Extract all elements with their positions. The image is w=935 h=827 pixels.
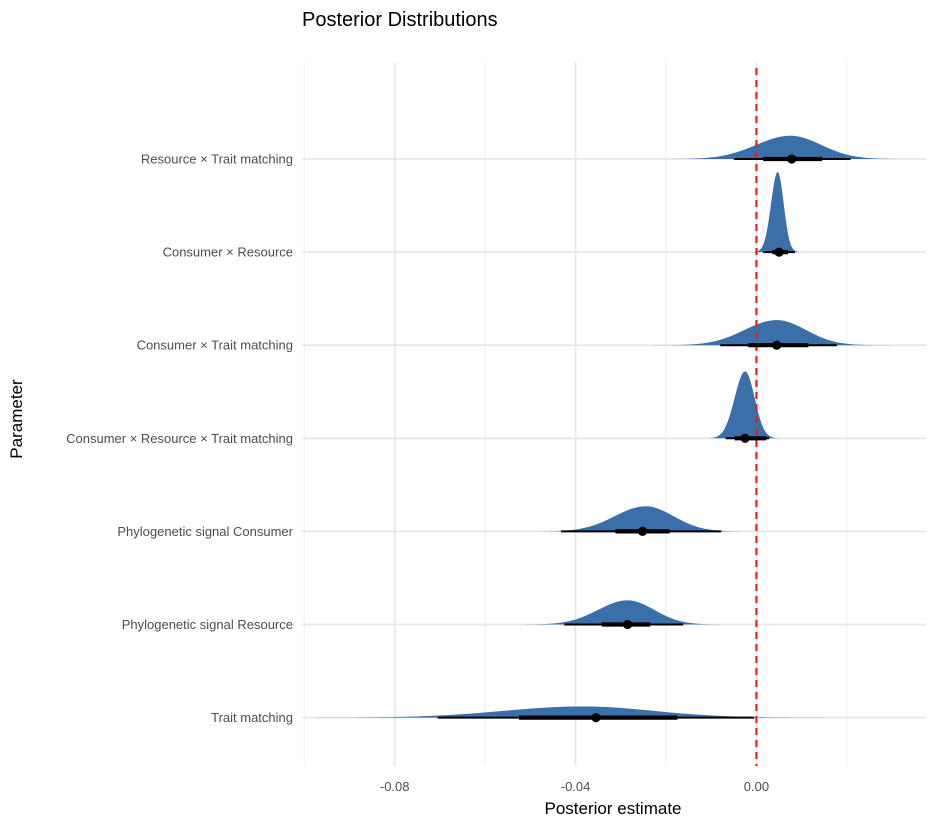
x-tick-labels: -0.08 -0.04 0.00: [380, 779, 769, 794]
point-estimate: [622, 619, 633, 630]
y-tick-label: Phylogenetic signal Resource: [122, 617, 293, 632]
y-tick-label: Consumer × Trait matching: [137, 338, 293, 353]
y-axis-title: Parameter: [7, 379, 26, 459]
point-estimate: [637, 526, 648, 537]
x-tick-label: -0.04: [561, 779, 591, 794]
density-ridge: [647, 320, 906, 346]
interval-layer: [437, 154, 851, 723]
y-tick-label: Resource × Trait matching: [141, 152, 293, 167]
y-tick-label: Trait matching: [211, 710, 293, 725]
grid: [302, 62, 926, 766]
density-layer: [302, 135, 926, 718]
point-estimate: [591, 713, 601, 723]
density-ridge: [509, 600, 746, 625]
point-estimate: [774, 247, 784, 257]
y-tick-label: Consumer × Resource × Trait matching: [66, 431, 293, 446]
density-ridge: [302, 706, 910, 718]
density-ridge: [519, 506, 766, 532]
x-axis-title: Posterior estimate: [545, 799, 682, 818]
density-ridge: [654, 135, 926, 159]
x-tick-label: 0.00: [744, 779, 769, 794]
y-tick-label: Phylogenetic signal Consumer: [117, 524, 293, 539]
point-estimate: [740, 433, 750, 443]
y-tick-labels: Resource × Trait matching Consumer × Reso…: [66, 152, 294, 726]
density-ridge: [703, 371, 787, 439]
x-tick-label: -0.08: [380, 779, 410, 794]
point-estimate: [772, 340, 782, 350]
density-ridge: [752, 172, 806, 253]
point-estimate: [787, 154, 797, 164]
chart-title: Posterior Distributions: [302, 9, 498, 31]
y-tick-label: Consumer × Resource: [163, 245, 293, 260]
